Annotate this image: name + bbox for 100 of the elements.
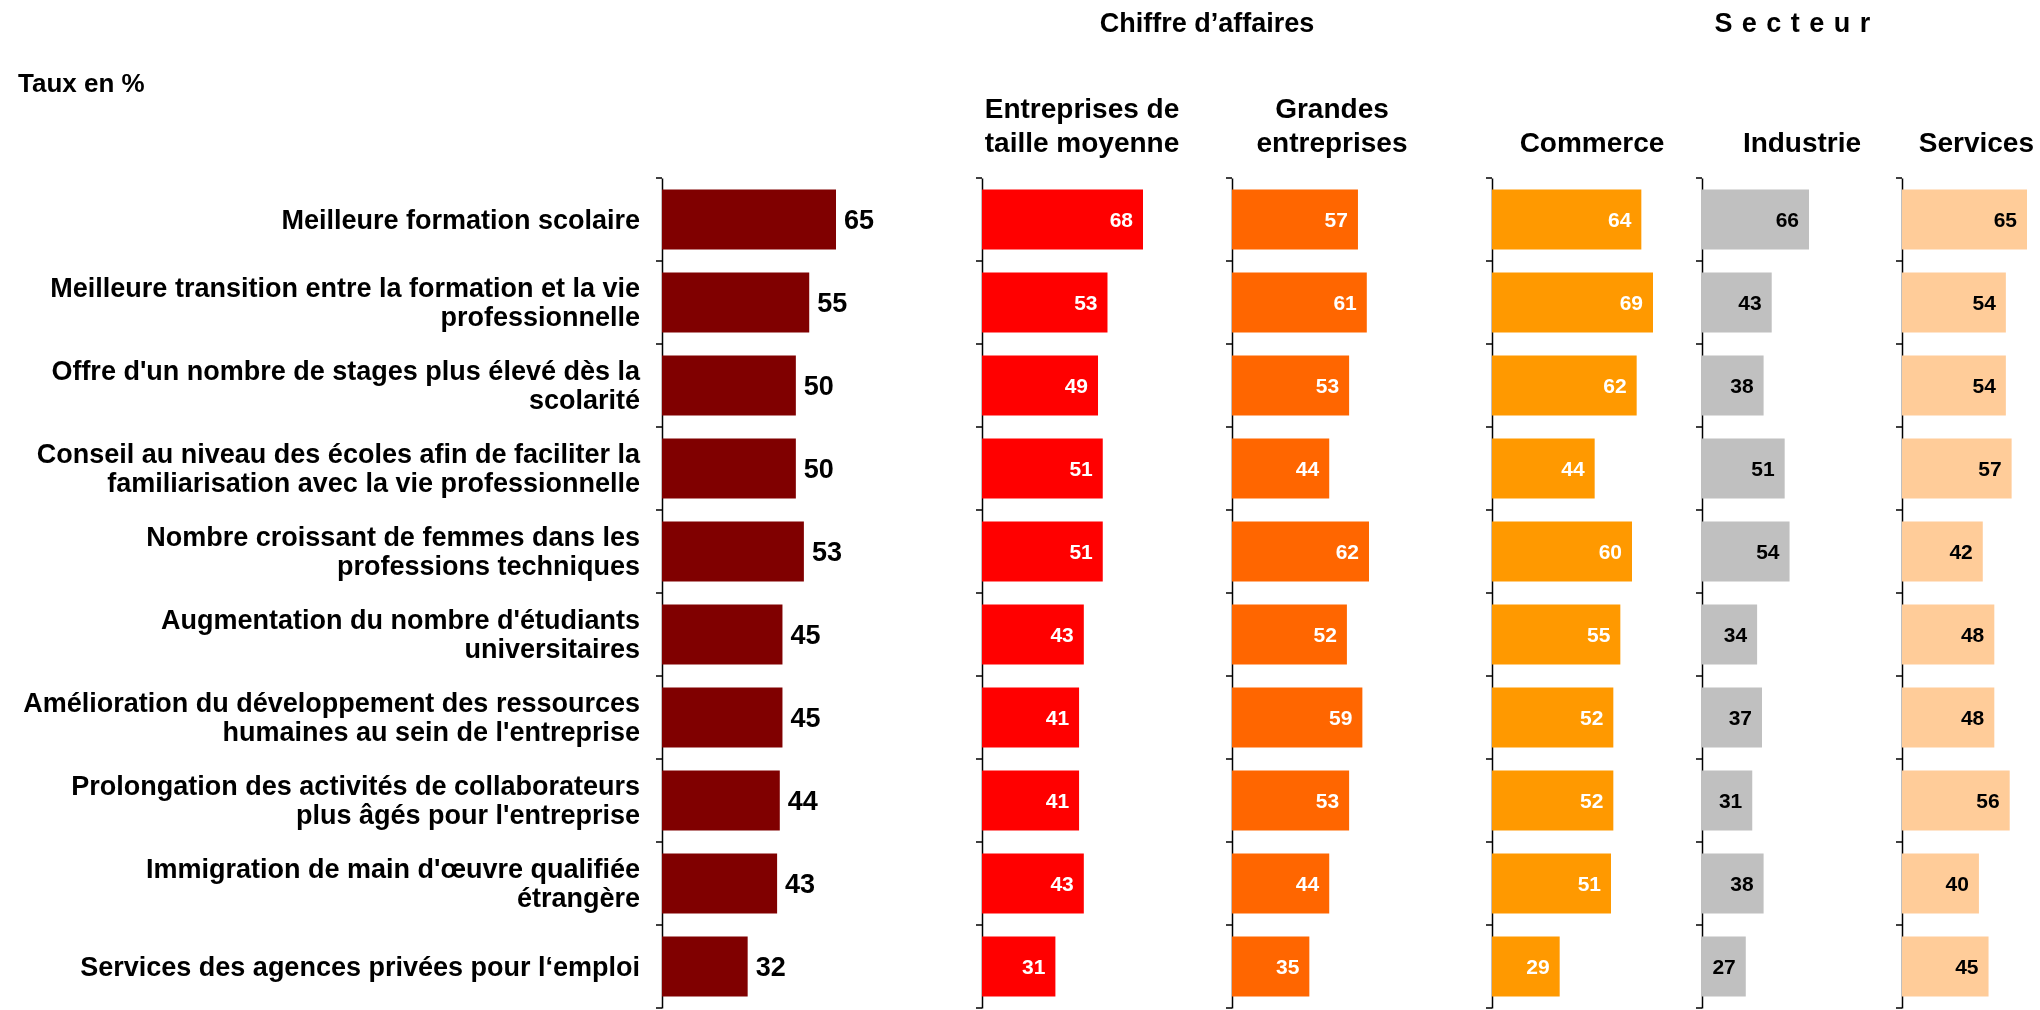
data-label: 35: [1275, 954, 1300, 978]
data-label: 54: [1972, 373, 1997, 397]
chart-title: Entreprises de taille moyenne: [984, 93, 1180, 158]
data-label: 65: [844, 204, 875, 235]
data-label: 65: [1993, 207, 2018, 231]
bar: [1492, 355, 1637, 416]
data-label: 51: [1069, 539, 1094, 563]
data-label: 27: [1712, 954, 1736, 978]
bar: [1232, 355, 1350, 416]
data-label: 49: [1064, 373, 1089, 397]
data-label: 62: [1335, 539, 1359, 563]
data-label: 51: [1577, 871, 1602, 895]
bar: [1492, 521, 1632, 582]
data-label: 45: [1955, 954, 1979, 978]
bar: [1232, 770, 1350, 831]
bar: [1492, 853, 1611, 914]
chart-title: Industrie: [1742, 127, 1862, 158]
data-label: 48: [1960, 705, 1985, 729]
y-tick-label: Immigration de main d'œuvre qualifiée étrangère: [145, 854, 640, 914]
data-label: 50: [803, 370, 834, 401]
data-label: 42: [1949, 539, 1973, 563]
data-label: 57: [1324, 207, 1348, 231]
data-label: 62: [1603, 373, 1627, 397]
data-label: 29: [1526, 954, 1550, 978]
bar: [1492, 687, 1614, 748]
bar: [982, 521, 1103, 582]
bar: [1232, 604, 1347, 665]
data-label: 43: [1050, 871, 1074, 895]
bar: [1902, 604, 1995, 665]
bar: [1492, 272, 1653, 333]
bar: [1492, 189, 1642, 250]
data-label: 68: [1109, 207, 1134, 231]
bar: [982, 438, 1103, 499]
data-label: 53: [1315, 373, 1340, 397]
bar: [982, 272, 1108, 333]
bar: [662, 521, 804, 582]
data-label: 44: [1561, 456, 1585, 480]
data-label: 55: [817, 287, 848, 318]
data-label: 61: [1333, 290, 1358, 314]
data-label: 54: [1972, 290, 1997, 314]
bar: [1232, 936, 1310, 997]
bar: [662, 770, 780, 831]
bar: [1492, 770, 1614, 831]
y-tick-label: Meilleure transition entre la formation et la vie professionnelle: [50, 273, 640, 333]
data-label: 41: [1045, 788, 1070, 812]
bar: [1232, 438, 1330, 499]
bar: [1702, 272, 1772, 333]
bar: [1902, 438, 2012, 499]
y-tick-label: Amélioration du développement des ressources humaines au sein de l'entreprise: [23, 688, 640, 748]
data-label: 60: [1598, 539, 1622, 563]
y-tick-label: Meilleure formation scolaire: [281, 204, 640, 235]
bar: [1902, 853, 1979, 914]
data-label: 34: [1723, 622, 1748, 646]
bar: [982, 355, 1099, 416]
bar: [662, 438, 796, 499]
bar: [1702, 189, 1809, 250]
bar: [1702, 438, 1785, 499]
bar: [1232, 189, 1358, 250]
bar: [982, 189, 1143, 250]
data-label: 31: [1022, 954, 1046, 978]
bar: [1232, 687, 1363, 748]
data-label: 56: [1976, 788, 2000, 812]
text: Chiffre d’affaires: [1099, 8, 1315, 38]
data-label: 41: [1045, 705, 1070, 729]
y-tick-label: Augmentation du nombre d'étudiants universitaires: [161, 605, 640, 665]
data-label: 69: [1619, 290, 1643, 314]
bar: [1492, 936, 1560, 997]
chart-title: Commerce: [1519, 127, 1665, 158]
y-tick-label: Prolongation des activités de collaborateurs plus âgés pour l'entreprise: [71, 771, 640, 831]
text: Secteur: [1714, 8, 1880, 38]
data-label: 52: [1579, 788, 1604, 812]
bar: [1702, 853, 1764, 914]
bar: [1902, 770, 2010, 831]
bar: [982, 853, 1084, 914]
bar: [1902, 189, 2027, 250]
data-label: 51: [1751, 456, 1775, 480]
data-label: 64: [1607, 207, 1632, 231]
bar: [1902, 687, 1995, 748]
bar: [1902, 521, 1983, 582]
y-tick-label: Services des agences privées pour l‘emploi: [80, 951, 640, 982]
y-tick-label: Nombre croissant de femmes dans les professions techniques: [146, 522, 640, 582]
data-label: 38: [1730, 871, 1754, 895]
data-label: 52: [1313, 622, 1337, 646]
data-label: 31: [1718, 788, 1743, 812]
data-label: 53: [1315, 788, 1340, 812]
bar: [662, 853, 778, 914]
bar: [1232, 853, 1330, 914]
bar: [982, 770, 1080, 831]
data-label: 40: [1945, 871, 1969, 895]
bar: [662, 604, 783, 665]
data-label: 44: [1295, 456, 1320, 480]
data-label: 66: [1775, 207, 1799, 231]
bar: [1702, 936, 1746, 997]
data-label: 45: [790, 702, 821, 733]
bar: [662, 687, 783, 748]
data-label: 38: [1730, 373, 1754, 397]
bar: [982, 604, 1084, 665]
bar: [662, 189, 836, 250]
bar: [1702, 604, 1758, 665]
y-tick-label: Conseil au niveau des écoles afin de faciliter la familiarisation avec la vie professionnelle: [36, 439, 641, 499]
